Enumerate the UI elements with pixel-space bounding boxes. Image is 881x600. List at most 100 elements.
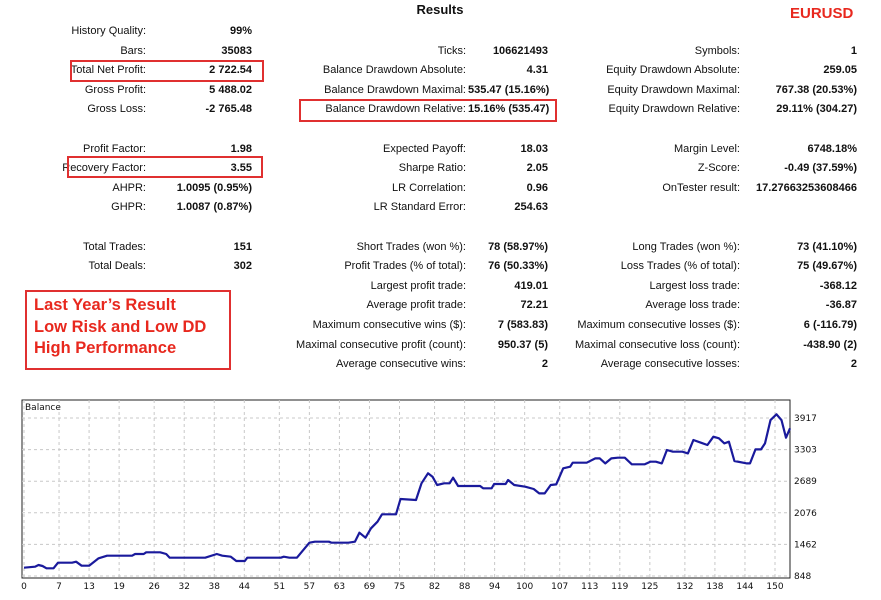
- stat-value: 151: [233, 240, 252, 253]
- stat-value: 419.01: [514, 279, 548, 292]
- stat-value: 302: [233, 260, 252, 273]
- stat-value: 29.11% (304.27): [776, 103, 857, 116]
- stat-value: -368.12: [819, 279, 857, 292]
- stat-value: 2: [541, 358, 548, 371]
- stat-value: 18.03: [520, 142, 548, 155]
- stat-label: Bars:: [120, 44, 146, 57]
- stat-value: -2 765.48: [205, 103, 252, 116]
- stat-label: Average loss trade:: [645, 299, 740, 312]
- stat-value: 4.31: [526, 64, 548, 77]
- page-title: Results: [416, 2, 464, 17]
- summary-note: Last Year’s Result Low Risk and Low DD H…: [25, 290, 231, 370]
- stat-value: -0.49 (37.59%): [784, 162, 857, 175]
- stat-label: Loss Trades (% of total):: [620, 260, 740, 273]
- stat-label: AHPR:: [112, 181, 146, 194]
- stat-value: 5 488.02: [209, 83, 252, 96]
- balance-chart: 0 7 13 19 26 32 38 44 51 57 63 69 75 82 88 94 100 107 113 1…: [21, 399, 817, 592]
- y-tick-label: 2076: [794, 509, 817, 519]
- stat-label: Long Trades (won %):: [632, 240, 740, 253]
- stat-label: Total Trades:: [83, 240, 146, 253]
- stat-value: 76 (50.33%): [488, 260, 548, 273]
- stat-value: 1.0095 (0.95%): [176, 181, 252, 194]
- x-tick-label: 125: [641, 582, 658, 592]
- x-tick-label: 69: [364, 582, 376, 592]
- stat-value: 1.0087 (0.87%): [176, 201, 252, 214]
- stat-label: Maximal consecutive loss (count):: [574, 338, 740, 351]
- x-tick-label: 7: [56, 582, 62, 592]
- symbol-label: EURUSD: [790, 5, 854, 22]
- stat-label: Maximal consecutive profit (count):: [296, 338, 466, 351]
- stat-label: Maximum consecutive losses ($):: [577, 319, 740, 331]
- stat-value: 2.05: [526, 162, 548, 175]
- x-tick-label: 94: [489, 582, 501, 592]
- stat-label: GHPR:: [111, 201, 146, 214]
- stat-value: 950.37 (5): [497, 338, 548, 351]
- stat-label: Largest loss trade:: [649, 279, 741, 292]
- stat-value: 99%: [229, 25, 252, 37]
- highlight-recovery-factor: [67, 156, 263, 178]
- x-tick-label: 144: [736, 582, 753, 592]
- stat-value: 2 722.54: [209, 64, 252, 77]
- x-tick-label: 57: [304, 582, 315, 592]
- x-tick-label: 32: [178, 582, 189, 592]
- x-tick-label: 44: [239, 582, 251, 592]
- stat-value: 1: [850, 44, 857, 57]
- stat-value: 1.98: [230, 142, 252, 155]
- stat-label: Average profit trade:: [366, 299, 466, 312]
- stat-label: Short Trades (won %):: [356, 240, 466, 253]
- stat-label: Total Deals:: [88, 260, 146, 273]
- y-tick-label: 3917: [794, 414, 817, 424]
- stat-label: Largest profit trade:: [370, 279, 466, 292]
- chart-title: Balance: [25, 403, 61, 413]
- stat-label: Z-Score:: [697, 162, 740, 175]
- x-tick-label: 13: [83, 582, 94, 592]
- stat-value: 73 (41.10%): [797, 240, 857, 253]
- stat-label: Margin Level:: [673, 142, 740, 155]
- x-tick-label: 38: [209, 582, 221, 592]
- stat-value: 17.27663253608466: [756, 181, 857, 194]
- stat-value: -438.90 (2): [803, 338, 857, 351]
- stat-value: 7 (583.83): [497, 319, 548, 331]
- stat-label: Profit Factor:: [83, 142, 146, 155]
- stat-label: Maximum consecutive wins ($):: [312, 319, 466, 331]
- stat-value: 106621493: [492, 44, 548, 57]
- x-tick-label: 51: [274, 582, 285, 592]
- y-tick-label: 3303: [794, 446, 817, 456]
- stat-value: 6748.18%: [807, 142, 857, 155]
- x-tick-label: 132: [676, 582, 693, 592]
- stat-value: 767.38 (20.53%): [775, 83, 857, 96]
- stat-label: History Quality:: [71, 25, 146, 37]
- stat-value: 6 (-116.79): [803, 319, 857, 331]
- highlight-total-net-profit: [70, 60, 264, 82]
- note-line: High Performance: [34, 339, 177, 357]
- stat-value: 259.05: [823, 64, 857, 77]
- x-tick-label: 82: [429, 582, 440, 592]
- x-tick-label: 138: [706, 582, 723, 592]
- x-tick-label: 100: [516, 582, 533, 592]
- stat-label: Symbols:: [694, 44, 740, 57]
- stat-label: Average consecutive wins:: [335, 358, 466, 371]
- stat-value: 35083: [221, 44, 252, 57]
- stat-value: 254.63: [514, 201, 548, 214]
- stat-label: Balance Drawdown Maximal:: [324, 83, 466, 96]
- x-tick-label: 19: [113, 582, 125, 592]
- stat-value: 535.47 (15.16%): [468, 83, 550, 96]
- y-tick-label: 848: [794, 572, 811, 582]
- stat-label: Ticks:: [437, 44, 466, 57]
- stat-value: 72.21: [520, 299, 548, 312]
- stat-value: 78 (58.97%): [488, 240, 548, 253]
- stat-value: -36.87: [825, 299, 857, 312]
- stat-label: Total Net Profit:: [70, 64, 146, 77]
- stat-label: Recovery Factor:: [62, 162, 146, 175]
- stat-label: Balance Drawdown Relative:: [325, 103, 466, 116]
- x-tick-label: 0: [21, 582, 27, 592]
- x-tick-label: 113: [581, 582, 598, 592]
- stat-label: Average consecutive losses:: [600, 358, 740, 371]
- stat-label: Equity Drawdown Maximal:: [607, 83, 740, 96]
- x-tick-label: 26: [148, 582, 160, 592]
- stat-label: Equity Drawdown Absolute:: [606, 64, 740, 77]
- stat-value: 0.96: [526, 181, 548, 194]
- note-line: Low Risk and Low DD: [34, 317, 207, 336]
- note-line: Last Year’s Result: [34, 296, 176, 314]
- stat-label: Balance Drawdown Absolute:: [322, 64, 466, 77]
